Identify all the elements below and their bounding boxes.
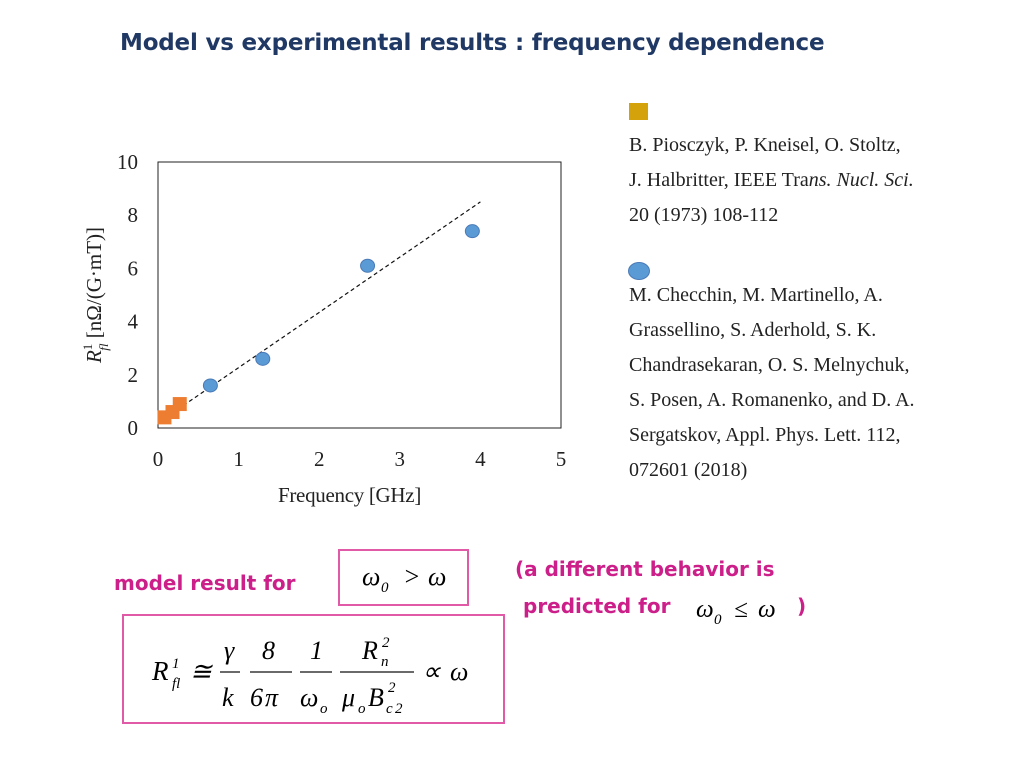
note-line-1: (a different behavior is bbox=[515, 557, 775, 581]
y-axis-label: R1fl [nΩ/(G·mT)] bbox=[80, 227, 111, 364]
y-tick-label-3: 6 bbox=[128, 256, 139, 280]
svg-text:ω: ω bbox=[450, 657, 468, 686]
ref-square-line-1: B. Piosczyk, P. Kneisel, O. Stoltz, bbox=[629, 134, 901, 156]
svg-text:0: 0 bbox=[714, 612, 722, 628]
y-tick-label-5: 10 bbox=[117, 150, 138, 174]
svg-text:≤: ≤ bbox=[734, 596, 748, 623]
data-point-circle-3 bbox=[464, 224, 480, 239]
y-tick-label-1: 2 bbox=[128, 363, 139, 387]
ref-square-line-2: J. Halbritter, IEEE Tra bbox=[629, 169, 809, 191]
model-formula: R 1 fl ≅ γ k 8 6 π 1 ω o R 2 n μ o B 2 c… bbox=[151, 635, 468, 717]
x-axis-label: Frequency [GHz] bbox=[278, 483, 421, 507]
svg-text:B: B bbox=[368, 683, 384, 712]
svg-text:o: o bbox=[358, 701, 366, 717]
condition-equation: ω 0 > ω bbox=[362, 562, 446, 596]
svg-text:2: 2 bbox=[395, 701, 403, 717]
svg-text:R: R bbox=[151, 656, 169, 686]
condition-box: ω 0 > ω bbox=[338, 549, 469, 606]
svg-text:k: k bbox=[222, 683, 234, 712]
svg-text:1: 1 bbox=[310, 636, 323, 665]
svg-text:μ: μ bbox=[341, 683, 355, 712]
svg-text:∝: ∝ bbox=[422, 657, 441, 686]
svg-text:ω: ω bbox=[758, 596, 776, 623]
svg-text:ω: ω bbox=[300, 683, 318, 712]
svg-text:>: > bbox=[403, 562, 421, 591]
x-tick-label-2: 2 bbox=[314, 447, 325, 471]
data-point-circle-1 bbox=[255, 351, 271, 366]
ref-square-line-3: 20 (1973) 108-112 bbox=[629, 204, 779, 226]
y-tick-label-4: 8 bbox=[128, 203, 139, 227]
x-tick-label-0: 0 bbox=[153, 447, 164, 471]
svg-text:c: c bbox=[386, 701, 393, 717]
x-tick-label-3: 3 bbox=[395, 447, 406, 471]
y-tick-label-2: 4 bbox=[128, 310, 139, 334]
reference-square: B. Piosczyk, P. Kneisel, O. Stoltz, J. H… bbox=[629, 128, 1009, 233]
x-tick-label-1: 1 bbox=[233, 447, 244, 471]
x-tick-label-4: 4 bbox=[475, 447, 486, 471]
reference-circle: M. Checchin, M. Martinello, A. Grasselli… bbox=[629, 284, 915, 481]
svg-text:≅: ≅ bbox=[190, 657, 213, 686]
y-tick-label-0: 0 bbox=[128, 416, 139, 440]
svg-text:R: R bbox=[361, 636, 378, 665]
model-result-label: model result for bbox=[114, 571, 296, 595]
svg-text:2: 2 bbox=[388, 680, 396, 696]
svg-text:o: o bbox=[320, 701, 328, 717]
svg-text:0: 0 bbox=[381, 580, 389, 596]
legend-square-marker bbox=[629, 103, 648, 120]
svg-text:n: n bbox=[381, 654, 389, 670]
formula-box: R 1 fl ≅ γ k 8 6 π 1 ω o R 2 n μ o B 2 c… bbox=[122, 614, 505, 724]
svg-text:6: 6 bbox=[250, 683, 263, 712]
plot-area bbox=[157, 161, 562, 429]
slide-title: Model vs experimental results : frequenc… bbox=[120, 30, 825, 56]
svg-text:ω: ω bbox=[362, 562, 380, 591]
fit-line bbox=[165, 201, 481, 418]
data-point-circle-0 bbox=[202, 378, 218, 393]
svg-text:π: π bbox=[265, 683, 279, 712]
note-equation: ω 0 ≤ ω bbox=[696, 596, 776, 628]
note-line-2: predicted for bbox=[523, 594, 671, 618]
svg-text:1: 1 bbox=[172, 656, 180, 672]
svg-text:2: 2 bbox=[382, 635, 390, 651]
data-point-square-2 bbox=[172, 397, 187, 412]
x-tick-label-5: 5 bbox=[556, 447, 567, 471]
legend-circle-marker bbox=[628, 262, 650, 280]
svg-text:ω: ω bbox=[696, 596, 714, 623]
svg-text:fl: fl bbox=[172, 676, 180, 692]
note-close-paren: ) bbox=[797, 594, 807, 618]
data-point-circle-2 bbox=[360, 258, 376, 273]
svg-text:8: 8 bbox=[262, 636, 275, 665]
svg-text:ω: ω bbox=[428, 562, 446, 591]
svg-text:γ: γ bbox=[224, 636, 235, 665]
ref-square-journal: ns. Nucl. Sci. bbox=[808, 169, 914, 191]
